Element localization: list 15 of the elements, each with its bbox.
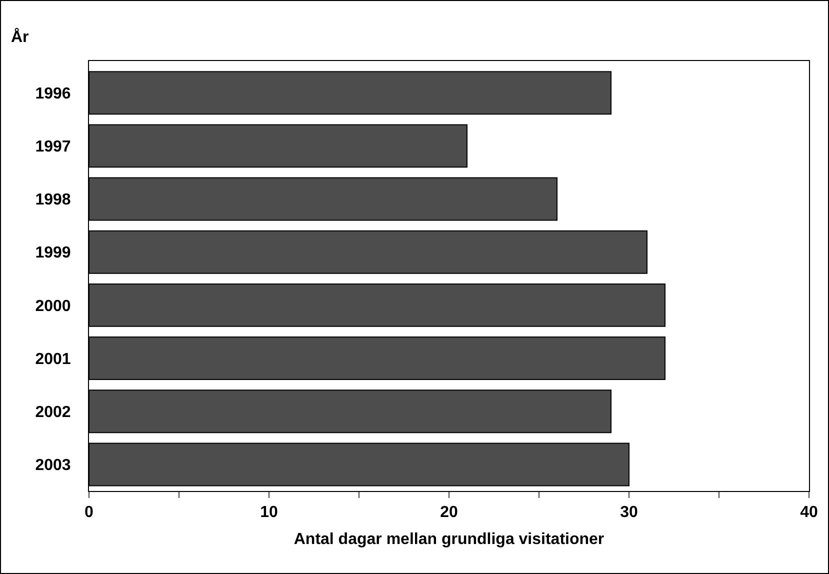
y-tick-label: 1998	[35, 192, 71, 209]
x-tick-label: 20	[440, 504, 458, 522]
y-tick-label: 2001	[35, 350, 71, 368]
y-tick-label: 2000	[35, 298, 71, 315]
y-tick-label: 1997	[35, 138, 71, 156]
x-tick-label: 0	[84, 504, 94, 522]
x-axis-title: Antal dagar mellan grundliga visitationer	[294, 530, 604, 548]
x-tick-label: 10	[260, 504, 278, 522]
x-tick-label: 40	[800, 504, 818, 522]
x-tick-label: 30	[620, 504, 638, 522]
y-tick-label: 1999	[35, 244, 71, 262]
y-tick-label: 2002	[35, 404, 71, 421]
y-tick-label: 2003	[35, 457, 71, 474]
y-axis-title: År	[11, 27, 29, 46]
y-tick-label: 1996	[35, 85, 71, 102]
